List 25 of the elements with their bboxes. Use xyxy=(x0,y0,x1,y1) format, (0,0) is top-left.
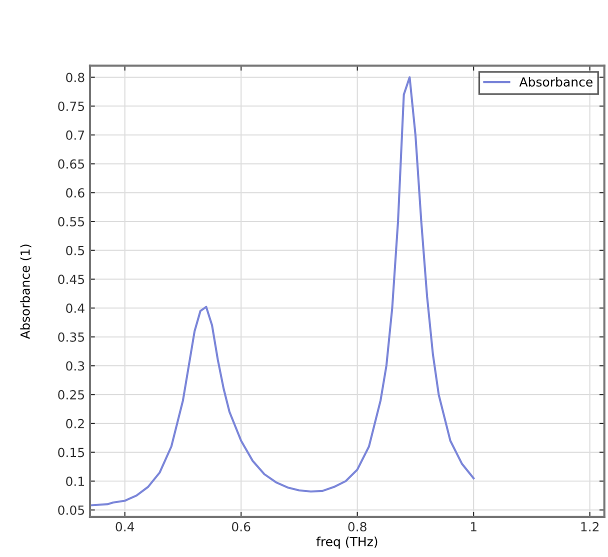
x-tick-label: 0.6 xyxy=(232,522,250,532)
legend-label: Absorbance xyxy=(519,76,592,87)
y-tick-label: 0.6 xyxy=(66,188,84,198)
y-tick-label: 0.05 xyxy=(58,505,84,515)
y-tick-label: 0.2 xyxy=(66,418,84,428)
y-tick-label: 0.7 xyxy=(66,130,84,140)
y-tick-label: 0.25 xyxy=(58,390,84,400)
y-tick-label: 0.35 xyxy=(58,332,84,342)
y-tick-label: 0.1 xyxy=(66,476,84,486)
y-tick-label: 0.3 xyxy=(66,361,84,371)
line-series xyxy=(90,76,475,506)
y-tick-label: 0.15 xyxy=(58,448,84,458)
y-tick-label: 0.4 xyxy=(66,304,84,313)
y-tick-label: 0.65 xyxy=(58,159,84,169)
y-tick-label: 0.8 xyxy=(66,72,84,82)
y-tick-label: 0.5 xyxy=(66,246,84,256)
x-tick-label: 0.8 xyxy=(348,522,366,532)
x-tick-label: 1 xyxy=(470,522,476,532)
y-tick-label: 0.55 xyxy=(58,216,84,226)
y-tick-label: 0.75 xyxy=(58,102,84,112)
x-tick-label: 1.2 xyxy=(581,522,599,532)
x-axis-title: freq (THz) xyxy=(316,536,378,549)
x-tick-label: 0.4 xyxy=(116,522,134,532)
y-axis-title: Absorbance (1) xyxy=(20,244,32,339)
y-tick-label: 0.45 xyxy=(58,274,84,284)
